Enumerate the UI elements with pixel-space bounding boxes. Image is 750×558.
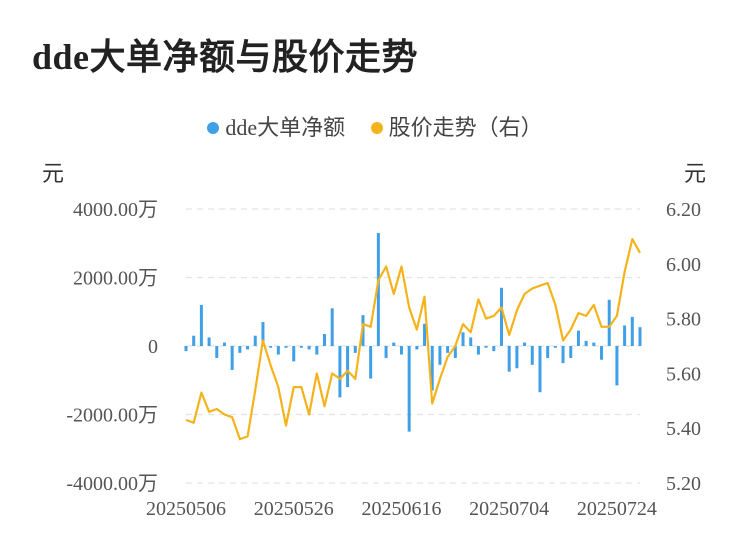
right-axis-tick-label: 6.00 xyxy=(666,254,701,276)
bar xyxy=(507,346,511,372)
right-axis-tick-label: 5.60 xyxy=(666,363,701,385)
bar xyxy=(438,346,442,365)
bar xyxy=(607,299,611,346)
bar xyxy=(299,346,303,348)
left-axis-tick-label: 0 xyxy=(148,336,158,358)
bar xyxy=(338,346,342,398)
x-axis-tick-label: 20250616 xyxy=(361,498,441,520)
bar xyxy=(246,346,250,350)
bar xyxy=(515,346,519,369)
price-line xyxy=(185,238,641,441)
bar xyxy=(415,346,419,350)
bar xyxy=(546,346,550,358)
legend-item-line[interactable]: 股价走势（右） xyxy=(370,110,543,142)
bar xyxy=(630,316,634,346)
right-axis-tick-label: 5.80 xyxy=(666,309,701,331)
bar xyxy=(222,342,226,346)
bar xyxy=(561,346,565,364)
bar xyxy=(315,346,319,355)
legend-label-line: 股价走势（右） xyxy=(388,115,543,140)
legend-label-bars: dde大单净额 xyxy=(225,115,346,140)
x-axis-tick-label: 20250526 xyxy=(254,498,334,520)
legend-item-bars[interactable]: dde大单净额 xyxy=(207,110,345,142)
bar xyxy=(346,346,350,388)
bar xyxy=(215,346,219,358)
bar xyxy=(353,346,357,353)
bar xyxy=(292,346,296,362)
bar xyxy=(184,346,188,352)
bar xyxy=(307,346,311,350)
left-axis-tick-label: -4000.00万 xyxy=(66,473,158,495)
bar xyxy=(538,346,542,393)
legend-dot-bars xyxy=(207,121,220,134)
bar xyxy=(199,304,203,346)
bar xyxy=(638,327,642,346)
left-axis-tick-label: -2000.00万 xyxy=(66,405,158,427)
right-axis-tick-label: 6.20 xyxy=(666,199,701,221)
bar xyxy=(492,346,496,352)
bar xyxy=(453,346,457,358)
bar xyxy=(192,335,196,346)
bar xyxy=(469,337,473,346)
left-axis-tick-label: 2000.00万 xyxy=(73,268,158,290)
legend-dot-line xyxy=(370,121,383,134)
bar xyxy=(569,346,573,358)
bar xyxy=(523,342,527,346)
bar xyxy=(230,346,234,370)
x-axis-tick-label: 20250724 xyxy=(577,498,657,520)
right-axis-tick-label: 5.40 xyxy=(666,418,701,440)
bar xyxy=(407,346,411,432)
bar xyxy=(253,335,257,346)
bar xyxy=(499,287,503,346)
chart-legend: dde大单净额 股价走势（右） xyxy=(0,110,750,142)
bar xyxy=(399,346,403,355)
bar xyxy=(461,332,465,346)
bar xyxy=(369,346,373,379)
x-axis-tick-label: 20250704 xyxy=(469,498,549,520)
bar xyxy=(376,232,380,346)
bar xyxy=(384,346,388,358)
bar xyxy=(330,308,334,346)
right-axis-tick-label: 5.20 xyxy=(666,473,701,495)
bar xyxy=(276,346,280,355)
left-axis-tick-label: 4000.00万 xyxy=(73,199,158,221)
left-axis-unit: 元 xyxy=(42,161,65,186)
bar xyxy=(615,346,619,386)
bar xyxy=(623,325,627,346)
bar xyxy=(530,346,534,365)
bar xyxy=(553,346,557,348)
bar xyxy=(323,334,327,346)
bar xyxy=(446,346,450,353)
chart-title: dde大单净额与股价走势 xyxy=(32,37,419,77)
bar xyxy=(261,322,265,346)
bar xyxy=(238,346,242,353)
bar xyxy=(484,346,488,348)
bar xyxy=(600,346,604,360)
bar xyxy=(592,342,596,346)
bar xyxy=(392,342,396,346)
bar xyxy=(476,346,480,355)
bar xyxy=(423,323,427,346)
right-axis-unit: 元 xyxy=(684,161,707,186)
bar xyxy=(207,337,211,346)
bar xyxy=(576,330,580,346)
bar xyxy=(584,340,588,346)
bar xyxy=(269,346,273,348)
bar xyxy=(284,346,288,348)
bar xyxy=(430,346,434,391)
x-axis-tick-label: 20250506 xyxy=(146,498,226,520)
